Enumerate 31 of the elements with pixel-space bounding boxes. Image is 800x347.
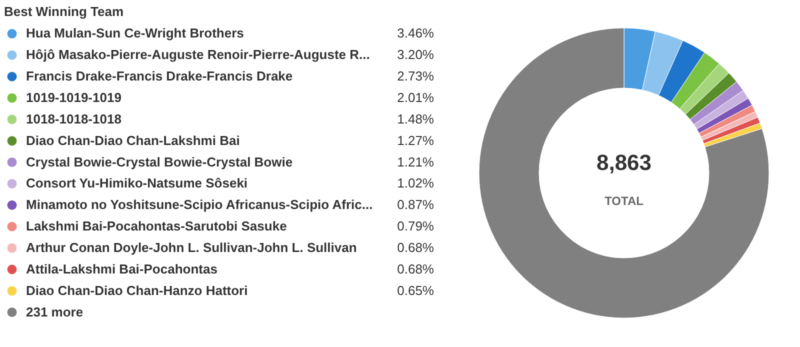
legend-label: Lakshmi Bai-Pocahontas-Sarutobi Sasuke bbox=[26, 218, 287, 234]
text: 8,863 bbox=[596, 150, 652, 175]
legend-label: Consort Yu-Himiko-Natsume Sôseki bbox=[26, 176, 248, 191]
data-label: 0.87% bbox=[397, 197, 434, 212]
legend-label: Hua Mulan-Sun Ce-Wright Brothers bbox=[26, 26, 244, 41]
legend-label: Arthur Conan Doyle-John L. Sullivan-John L. Sullivan bbox=[26, 240, 357, 255]
data-label: 0.79% bbox=[397, 218, 434, 234]
data-label: 1.02% bbox=[397, 176, 434, 191]
data-label: 3.46% bbox=[397, 26, 434, 41]
data-label: 1.21% bbox=[397, 154, 434, 170]
data-label: 3.20% bbox=[397, 47, 434, 62]
legend-label: Crystal Bowie-Crystal Bowie-Crystal Bowie bbox=[26, 154, 293, 170]
legend-label: 1018-1018-1018 bbox=[26, 111, 122, 126]
data-label: 1.27% bbox=[397, 132, 434, 148]
donut-slice bbox=[478, 28, 770, 318]
data-label: 1.48% bbox=[397, 111, 434, 126]
legend-label: Hôjô Masako-Pierre-Auguste Renoir-Pierre-Auguste R... bbox=[26, 47, 370, 62]
text: TOTAL bbox=[604, 194, 644, 208]
legend-label: 1019-1019-1019 bbox=[26, 90, 122, 105]
legend-label: Minamoto no Yoshitsune-Scipio Africanus-Scipio Afric... bbox=[26, 197, 373, 212]
legend-label: Francis Drake-Francis Drake-Francis Drake bbox=[26, 68, 293, 84]
legend-label: Diao Chan-Diao Chan-Lakshmi Bai bbox=[26, 132, 240, 148]
data-label: 2.01% bbox=[397, 90, 434, 105]
legend-label: Attila-Lakshmi Bai-Pocahontas bbox=[26, 261, 218, 276]
legend-label: 231 more bbox=[26, 304, 84, 320]
data-label: 0.65% bbox=[397, 282, 434, 298]
chart-title: Best Winning Team bbox=[4, 4, 124, 19]
data-label: 2.73% bbox=[397, 68, 434, 84]
data-label: 0.68% bbox=[397, 261, 434, 276]
data-label: 0.68% bbox=[397, 240, 434, 255]
legend-label: Diao Chan-Diao Chan-Hanzo Hattori bbox=[26, 282, 248, 298]
